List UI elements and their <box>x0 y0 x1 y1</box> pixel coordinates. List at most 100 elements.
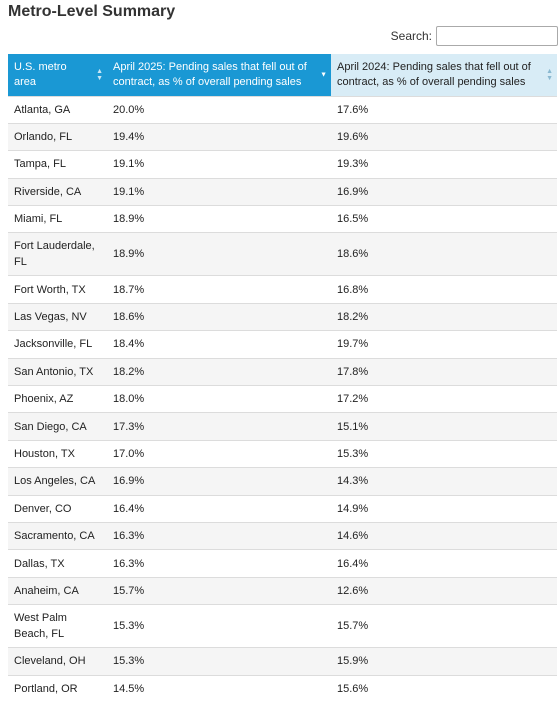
cell-metro: Orlando, FL <box>8 122 107 151</box>
cell-april-2025: 18.9% <box>107 232 331 276</box>
cell-metro: Denver, CO <box>8 494 107 523</box>
cell-april-2025: 15.7% <box>107 576 331 605</box>
table-header-row: U.S. metro area ▲ ▼ April 2025: Pending s… <box>8 54 557 96</box>
table-row: Houston, TX 17.0% 15.3% <box>8 439 557 468</box>
cell-april-2024: 19.6% <box>331 122 557 151</box>
table-row: Jacksonville, FL 18.4% 19.7% <box>8 330 557 359</box>
table-row: Las Vegas, NV 18.6% 18.2% <box>8 302 557 331</box>
table-body: Atlanta, GA 20.0% 17.6% Orlando, FL 19.4% 19… <box>8 95 557 703</box>
sort-both-icon: ▲ ▼ <box>546 67 553 82</box>
cell-april-2024: 15.1% <box>331 412 557 441</box>
cell-metro: Dallas, TX <box>8 549 107 578</box>
cell-metro: Phoenix, AZ <box>8 385 107 413</box>
cell-april-2025: 16.3% <box>107 521 331 550</box>
cell-april-2024: 14.9% <box>331 494 557 523</box>
cell-metro: Fort Worth, TX <box>8 275 107 304</box>
table-row: San Diego, CA 17.3% 15.1% <box>8 412 557 441</box>
sort-descending-icon: ▼ <box>320 71 327 79</box>
table-row: Miami, FL 18.9% 16.5% <box>8 205 557 233</box>
cell-april-2025: 16.3% <box>107 549 331 578</box>
cell-april-2025: 17.3% <box>107 412 331 441</box>
search-bar: Search: <box>391 24 558 48</box>
table-row: Riverside, CA 19.1% 16.9% <box>8 177 557 206</box>
cell-april-2024: 17.8% <box>331 357 557 386</box>
table-row: Orlando, FL 19.4% 19.6% <box>8 122 557 151</box>
cell-april-2025: 19.1% <box>107 150 331 179</box>
column-header-label: U.S. metro area <box>14 60 67 88</box>
cell-april-2025: 18.7% <box>107 275 331 304</box>
table-row: Tampa, FL 19.1% 19.3% <box>8 150 557 179</box>
cell-metro: San Antonio, TX <box>8 357 107 386</box>
column-header-metro[interactable]: U.S. metro area ▲ ▼ <box>8 54 107 96</box>
cell-april-2024: 19.3% <box>331 150 557 179</box>
cell-april-2024: 16.5% <box>331 205 557 233</box>
column-header-label: April 2024: Pending sales that fell out … <box>337 60 531 88</box>
cell-april-2024: 17.2% <box>331 385 557 413</box>
cell-metro: Miami, FL <box>8 205 107 233</box>
table-row: Phoenix, AZ 18.0% 17.2% <box>8 385 557 413</box>
cell-metro: Atlanta, GA <box>8 95 107 124</box>
column-header-april-2024[interactable]: April 2024: Pending sales that fell out … <box>331 54 557 96</box>
table-row: Denver, CO 16.4% 14.9% <box>8 494 557 523</box>
cell-metro: Las Vegas, NV <box>8 302 107 331</box>
table-row: Portland, OR 14.5% 15.6% <box>8 674 557 703</box>
cell-april-2025: 20.0% <box>107 95 331 124</box>
table-row: Sacramento, CA 16.3% 14.6% <box>8 521 557 550</box>
cell-metro: Cleveland, OH <box>8 647 107 676</box>
table-row: Dallas, TX 16.3% 16.4% <box>8 549 557 578</box>
cell-metro: Riverside, CA <box>8 177 107 206</box>
cell-april-2025: 15.3% <box>107 604 331 648</box>
search-input[interactable] <box>436 26 558 46</box>
cell-metro: Anaheim, CA <box>8 576 107 605</box>
search-label: Search: <box>390 29 432 43</box>
cell-metro: Jacksonville, FL <box>8 330 107 359</box>
cell-april-2025: 16.9% <box>107 467 331 496</box>
sort-both-icon: ▲ ▼ <box>96 67 103 82</box>
cell-metro: Los Angeles, CA <box>8 467 107 496</box>
cell-april-2025: 18.4% <box>107 330 331 359</box>
cell-april-2024: 19.7% <box>331 330 557 359</box>
cell-metro: Fort Lauderdale, FL <box>8 232 107 276</box>
cell-april-2024: 15.6% <box>331 674 557 703</box>
cell-april-2024: 12.6% <box>331 576 557 605</box>
cell-april-2024: 15.3% <box>331 439 557 468</box>
cell-april-2025: 18.6% <box>107 302 331 331</box>
cell-april-2025: 18.9% <box>107 205 331 233</box>
cell-april-2024: 14.6% <box>331 521 557 550</box>
column-header-label: April 2025: Pending sales that fell out … <box>113 60 307 88</box>
table-row: Los Angeles, CA 16.9% 14.3% <box>8 467 557 496</box>
cell-april-2025: 17.0% <box>107 439 331 468</box>
cell-april-2024: 14.3% <box>331 467 557 496</box>
table-row: San Antonio, TX 18.2% 17.8% <box>8 357 557 386</box>
table-row: Anaheim, CA 15.7% 12.6% <box>8 576 557 605</box>
cell-metro: Portland, OR <box>8 674 107 703</box>
cell-metro: Tampa, FL <box>8 150 107 179</box>
cell-april-2024: 15.7% <box>331 604 557 648</box>
page-title: Metro-Level Summary <box>8 3 176 20</box>
cell-april-2025: 19.1% <box>107 177 331 206</box>
cell-metro: Sacramento, CA <box>8 521 107 550</box>
cell-april-2024: 16.8% <box>331 275 557 304</box>
table-row: Fort Lauderdale, FL 18.9% 18.6% <box>8 232 557 276</box>
cell-april-2024: 17.6% <box>331 95 557 124</box>
cell-april-2025: 16.4% <box>107 494 331 523</box>
cell-april-2025: 15.3% <box>107 647 331 676</box>
cell-april-2025: 18.2% <box>107 357 331 386</box>
table-row: Fort Worth, TX 18.7% 16.8% <box>8 275 557 304</box>
cell-april-2025: 14.5% <box>107 674 331 703</box>
cell-metro: West Palm Beach, FL <box>8 604 107 648</box>
cell-metro: San Diego, CA <box>8 412 107 441</box>
table-row: Atlanta, GA 20.0% 17.6% <box>8 95 557 124</box>
column-header-april-2025[interactable]: April 2025: Pending sales that fell out … <box>107 54 331 96</box>
cell-metro: Houston, TX <box>8 439 107 468</box>
table-row: Cleveland, OH 15.3% 15.9% <box>8 647 557 676</box>
cell-april-2025: 19.4% <box>107 122 331 151</box>
table-row: West Palm Beach, FL 15.3% 15.7% <box>8 604 557 648</box>
cell-april-2024: 15.9% <box>331 647 557 676</box>
metro-summary-table: U.S. metro area ▲ ▼ April 2025: Pending s… <box>8 54 557 703</box>
cell-april-2024: 18.6% <box>331 232 557 276</box>
cell-april-2024: 18.2% <box>331 302 557 331</box>
cell-april-2025: 18.0% <box>107 385 331 413</box>
cell-april-2024: 16.4% <box>331 549 557 578</box>
